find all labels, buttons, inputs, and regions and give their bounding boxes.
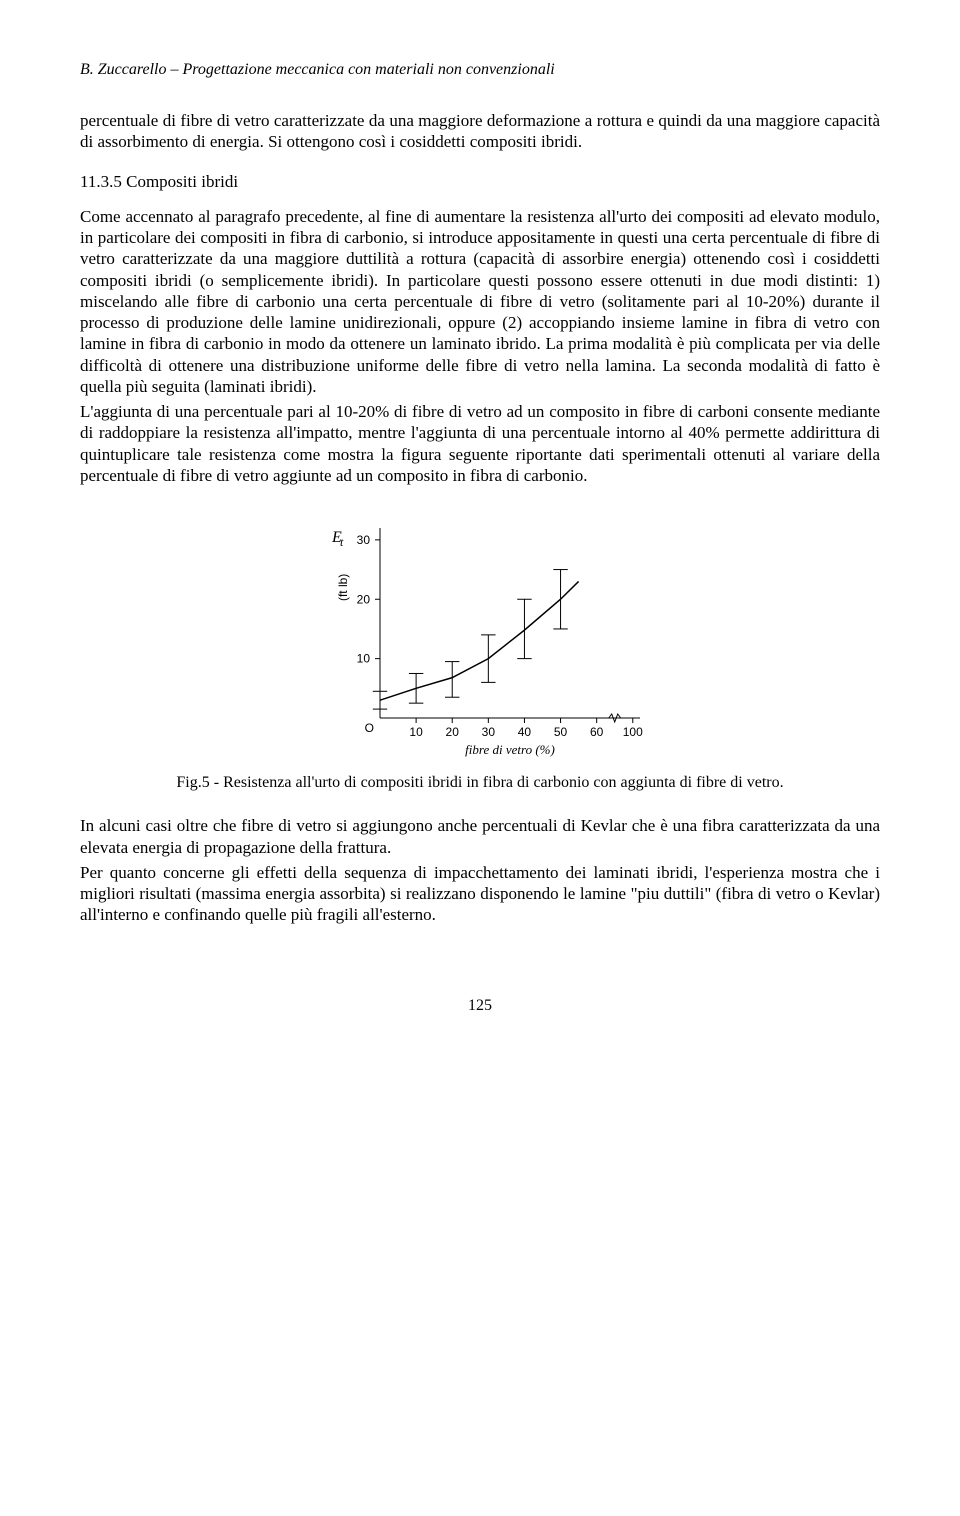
svg-text:30: 30 (482, 725, 496, 739)
svg-text:(ft lb): (ft lb) (336, 574, 350, 601)
svg-text:60: 60 (590, 725, 604, 739)
svg-text:t: t (340, 535, 344, 549)
page-number: 125 (80, 996, 880, 1016)
after-figure-paragraph-1: In alcuni casi oltre che fibre di vetro … (80, 815, 880, 858)
svg-text:20: 20 (446, 725, 460, 739)
svg-text:O: O (365, 721, 374, 735)
svg-text:30: 30 (357, 533, 371, 547)
running-header: B. Zuccarello – Progettazione meccanica … (80, 60, 880, 80)
figure-caption: Fig.5 - Resistenza all'urto di compositi… (80, 773, 880, 793)
figure-container: 102030405060100102030OEt(ft lb)fibre di … (80, 508, 880, 763)
main-paragraph-2: L'aggiunta di una percentuale pari al 10… (80, 401, 880, 486)
figure-chart: 102030405060100102030OEt(ft lb)fibre di … (290, 508, 670, 758)
svg-text:20: 20 (357, 592, 371, 606)
svg-text:fibre di vetro (%): fibre di vetro (%) (465, 742, 555, 757)
after-figure-paragraph-2: Per quanto concerne gli effetti della se… (80, 862, 880, 926)
svg-text:10: 10 (409, 725, 423, 739)
svg-text:40: 40 (518, 725, 532, 739)
svg-text:100: 100 (623, 725, 643, 739)
section-heading: 11.3.5 Compositi ibridi (80, 171, 880, 192)
main-paragraph-1: Come accennato al paragrafo precedente, … (80, 206, 880, 397)
svg-text:10: 10 (357, 652, 371, 666)
svg-text:50: 50 (554, 725, 568, 739)
intro-paragraph: percentuale di fibre di vetro caratteriz… (80, 110, 880, 153)
